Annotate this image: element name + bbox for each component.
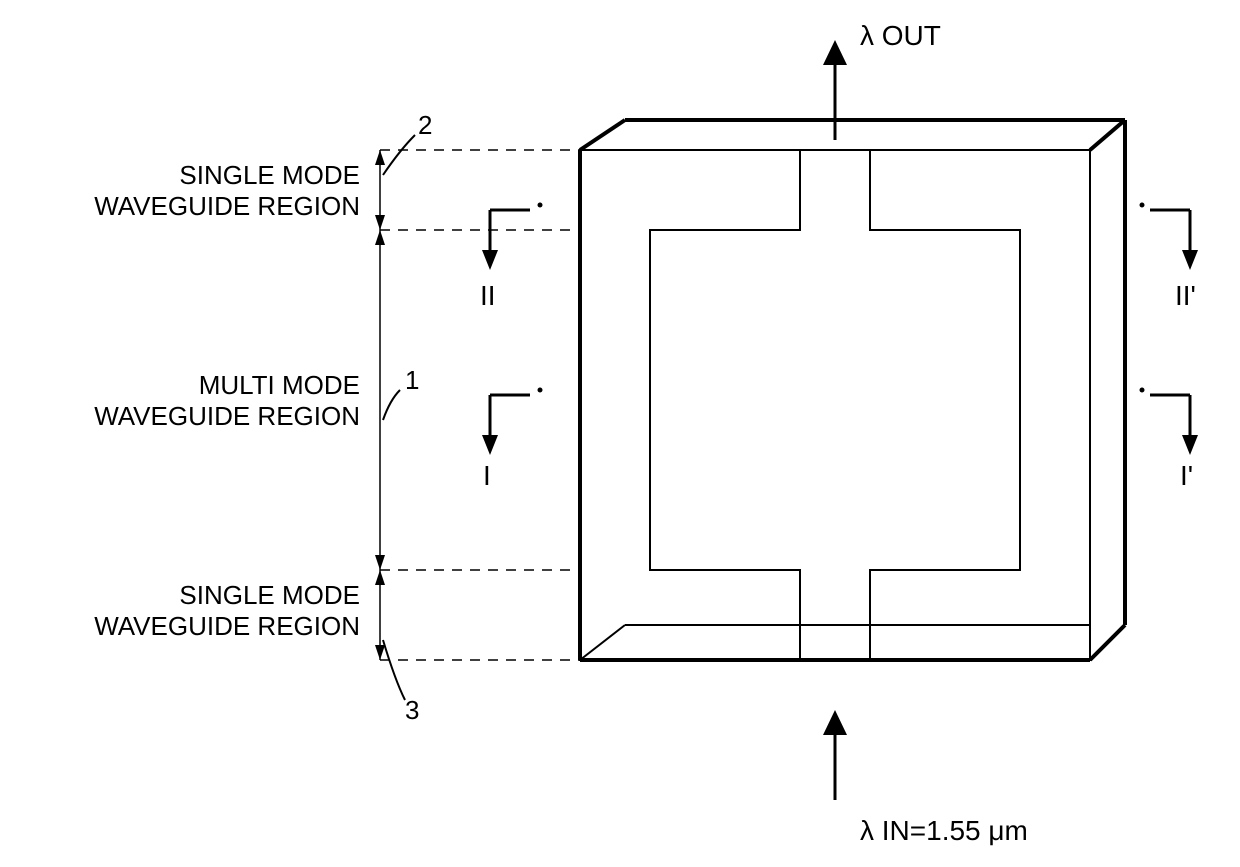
single-mode-top-label: SINGLE MODE WAVEGUIDE REGION bbox=[20, 160, 360, 222]
callout-3-label: 3 bbox=[405, 695, 419, 726]
lambda-out-arrow-head bbox=[823, 40, 847, 65]
depth-top-left bbox=[580, 120, 625, 150]
depth-bottom-left bbox=[580, 625, 625, 660]
section-I-dot bbox=[538, 388, 543, 393]
lambda-in-arrow-head bbox=[823, 710, 847, 735]
section-Ip-arrow bbox=[1182, 435, 1198, 455]
section-IIp-arrow bbox=[1182, 250, 1198, 270]
dim-single-top-arrow-down bbox=[375, 215, 385, 230]
section-II-arrow bbox=[482, 250, 498, 270]
callout-1-label: 1 bbox=[405, 365, 419, 396]
section-Ip-label: I' bbox=[1180, 460, 1193, 492]
section-IIp-dot bbox=[1140, 203, 1145, 208]
single-mode-bottom-label: SINGLE MODE WAVEGUIDE REGION bbox=[20, 580, 360, 642]
dim-multi-arrow-up bbox=[375, 230, 385, 245]
section-II-label: II bbox=[480, 280, 496, 312]
lambda-out-label: λ OUT bbox=[860, 20, 941, 52]
section-IIp-label: II' bbox=[1175, 280, 1196, 312]
dim-multi-arrow-down bbox=[375, 555, 385, 570]
depth-bottom-right bbox=[1090, 625, 1125, 660]
depth-top-right bbox=[1090, 120, 1125, 150]
section-I-label: I bbox=[483, 460, 491, 492]
callout-2-label: 2 bbox=[418, 110, 432, 141]
callout-3-curve bbox=[383, 640, 405, 700]
section-I-arrow bbox=[482, 435, 498, 455]
callout-2-curve bbox=[383, 135, 415, 175]
dim-single-top-arrow-up bbox=[375, 150, 385, 165]
multi-mode-label: MULTI MODE WAVEGUIDE REGION bbox=[20, 370, 360, 432]
section-Ip-dot bbox=[1140, 388, 1145, 393]
lambda-in-label: λ IN=1.55 μm bbox=[860, 815, 1028, 847]
callout-1-curve bbox=[383, 390, 400, 420]
diagram-svg bbox=[0, 0, 1240, 867]
front-face bbox=[580, 150, 1090, 660]
section-II-dot bbox=[538, 203, 543, 208]
dim-single-bottom-arrow-up bbox=[375, 570, 385, 585]
dim-single-bottom-arrow-down bbox=[375, 645, 385, 660]
waveguide-shape bbox=[650, 150, 1020, 660]
